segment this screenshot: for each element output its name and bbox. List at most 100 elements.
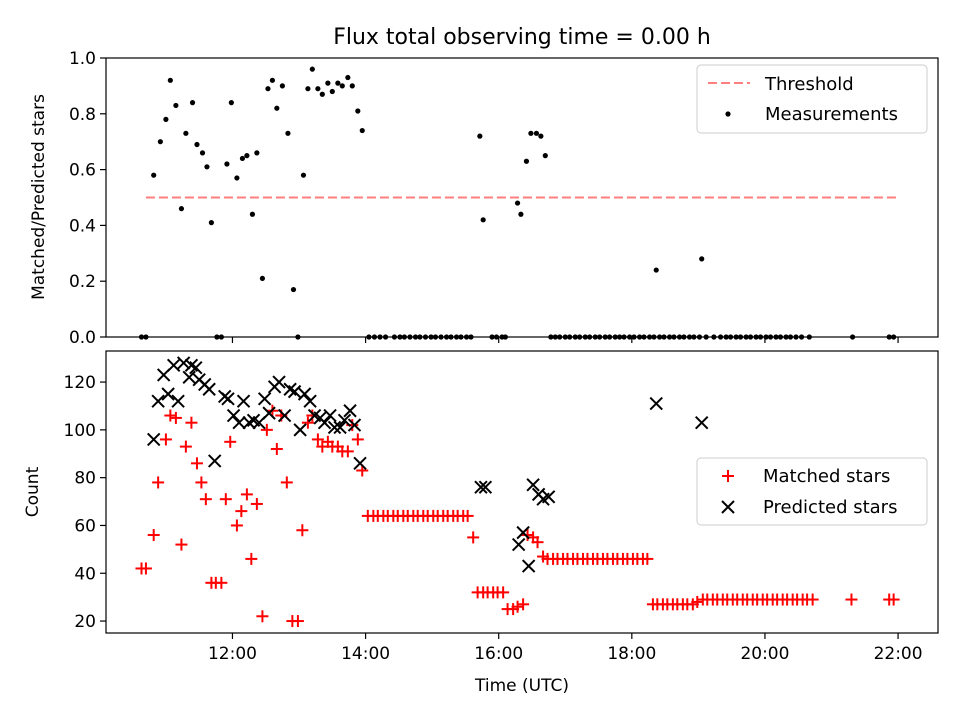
predicted-star-point — [297, 387, 312, 401]
bottom-legend: Matched stars Predicted stars — [696, 457, 928, 526]
matched-star-point — [806, 593, 819, 606]
bottom-x-tick-label: 12:00 — [208, 644, 257, 664]
measurement-point — [178, 206, 185, 212]
measurement-point — [325, 80, 331, 86]
predicted-star-point — [337, 413, 352, 428]
measurement-point — [208, 220, 214, 226]
measurement-point — [514, 200, 521, 206]
top-legend: Threshold Measurements — [696, 64, 928, 134]
predicted-star-point — [287, 384, 302, 399]
matched-star-point — [169, 411, 182, 424]
predicted-star-point — [303, 394, 317, 408]
bottom-y-axis-label: Count — [23, 466, 43, 517]
measurement-point — [538, 133, 544, 139]
measurement-point — [183, 130, 189, 136]
matched-star-point — [461, 509, 474, 522]
matched-star-point — [190, 457, 203, 470]
predicted-star-point — [649, 396, 663, 411]
measurement-point — [279, 83, 285, 89]
matched-star-point — [280, 476, 293, 489]
measurement-point — [290, 286, 297, 293]
measurement-point — [480, 217, 486, 223]
matched-star-point — [296, 524, 309, 537]
matched-star-point — [235, 505, 248, 518]
legend-predicted-swatch — [721, 500, 735, 514]
measurement-point — [199, 150, 206, 156]
legend-matched-label: Matched stars — [763, 466, 890, 487]
predicted-star-point — [516, 525, 530, 540]
matched-star-point — [641, 552, 654, 565]
top-y-axis-label: Matched/Predicted stars — [29, 94, 49, 300]
measurement-point — [305, 86, 311, 92]
measurement-point — [239, 155, 246, 162]
legend-matched-swatch — [722, 470, 734, 482]
matched-star-point — [511, 600, 524, 613]
measurement-point — [653, 267, 659, 273]
matched-star-point — [351, 433, 364, 446]
top-y-tick-label: 0.0 — [69, 328, 96, 348]
bottom-x-tick-label: 14:00 — [341, 644, 390, 664]
predicted-star-point — [333, 420, 347, 435]
matched-star-point — [224, 435, 237, 448]
bottom-y-tick-label: 100 — [64, 421, 96, 441]
bottom-x-tick-label: 16:00 — [474, 644, 523, 664]
measurement-point — [300, 172, 307, 178]
measurement-point — [167, 77, 173, 83]
matched-star-point — [691, 595, 704, 608]
predicted-points — [146, 356, 709, 573]
measurement-point — [285, 130, 291, 136]
predicted-star-point — [208, 454, 222, 468]
measurement-point — [359, 127, 365, 134]
bottom-y-tick-label: 120 — [64, 373, 96, 393]
top-y-tick-label: 0.8 — [69, 105, 96, 125]
predicted-star-point — [146, 432, 161, 447]
bottom-x-tick-label: 18:00 — [607, 644, 656, 664]
matched-star-point — [175, 538, 188, 551]
matched-star-point — [291, 615, 304, 628]
legend-measurements-swatch — [725, 111, 731, 117]
predicted-star-point — [151, 394, 165, 408]
legend-measurements-label: Measurements — [765, 104, 898, 125]
measurement-point — [151, 172, 157, 178]
predicted-star-point — [189, 361, 203, 375]
x-axis-label: Time (UTC) — [474, 676, 569, 696]
measurement-point — [528, 130, 534, 136]
matched-star-point — [164, 409, 177, 422]
predicted-star-point — [521, 559, 536, 573]
measurement-point — [345, 74, 351, 81]
measurement-point — [173, 102, 179, 109]
bottom-x-ticks: 12:00 14:00 16:00 18:00 20:00 22:00 — [208, 633, 923, 664]
bottom-y-tick-label: 60 — [74, 516, 96, 536]
top-plot: 0.0 0.2 0.4 0.6 0.8 1.0 Matched/Predicted sta… — [29, 49, 939, 348]
predicted-star-point — [293, 423, 307, 437]
legend-threshold-label: Threshold — [764, 74, 854, 95]
matched-star-point — [240, 488, 253, 501]
matched-star-point — [245, 552, 258, 565]
measurement-point — [265, 86, 271, 92]
measurement-point — [244, 153, 250, 159]
predicted-star-point — [236, 394, 251, 408]
matched-star-point — [517, 598, 530, 611]
predicted-star-point — [202, 382, 216, 396]
predicted-star-point — [541, 490, 556, 504]
measurement-point — [477, 133, 483, 139]
measurement-point — [254, 150, 260, 156]
top-y-tick-label: 0.6 — [69, 161, 96, 181]
measurement-point — [533, 130, 540, 136]
predicted-star-point — [226, 408, 241, 423]
matched-star-point — [270, 442, 283, 455]
predicted-star-point — [323, 408, 337, 423]
top-y-tick-label: 1.0 — [69, 49, 96, 69]
measurement-point — [204, 164, 210, 170]
predicted-star-point — [277, 408, 292, 423]
predicted-star-point — [182, 370, 196, 384]
predicted-star-point — [347, 418, 362, 432]
measurement-point — [329, 88, 335, 95]
measurement-point — [319, 91, 325, 97]
measurement-point — [269, 77, 275, 83]
matched-star-point — [179, 440, 192, 453]
bottom-y-tick-label: 40 — [74, 564, 96, 584]
measurement-point — [349, 83, 355, 89]
matched-star-point — [230, 519, 243, 532]
